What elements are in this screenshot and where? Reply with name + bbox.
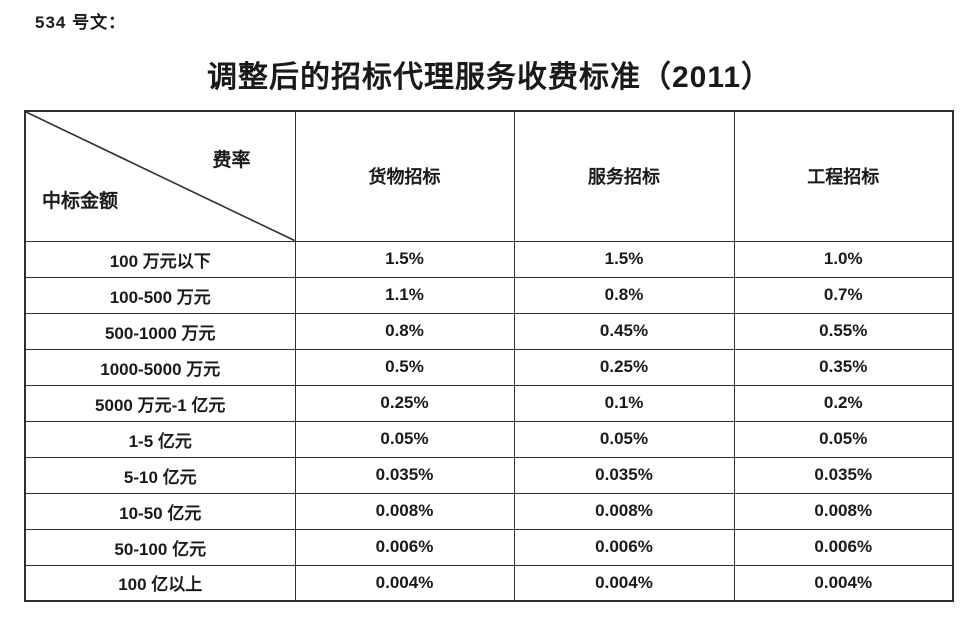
rate-cell: 0.1%: [513, 384, 735, 422]
corner-label-bid-amount: 中标金额: [42, 190, 119, 212]
corner-label-rate: 费率: [212, 150, 251, 171]
table-row: 5000 万元-1 亿元 0.25% 0.1% 0.2%: [24, 384, 954, 422]
rate-cell: 0.035%: [294, 456, 515, 494]
rate-cell: 0.035%: [513, 456, 735, 494]
rate-cell: 0.004%: [513, 564, 735, 602]
rate-cell: 0.004%: [733, 564, 954, 602]
rate-cell: 0.035%: [733, 456, 954, 494]
row-label: 100-500 万元: [24, 276, 296, 314]
row-label: 5000 万元-1 亿元: [24, 384, 296, 422]
row-label: 500-1000 万元: [24, 312, 296, 350]
fee-rate-table: 费率 中标金额 货物招标 服务招标 工程招标 100 万元以下 1.5% 1.5…: [24, 110, 954, 602]
rate-cell: 0.2%: [733, 384, 954, 422]
row-label: 1000-5000 万元: [24, 348, 296, 386]
rate-cell: 0.5%: [294, 348, 515, 386]
rate-cell: 0.25%: [294, 384, 515, 422]
diagonal-corner-cell: 费率 中标金额: [24, 110, 296, 242]
row-label: 100 亿以上: [24, 564, 296, 602]
rate-cell: 1.5%: [294, 240, 515, 278]
table-row: 100 万元以下 1.5% 1.5% 1.0%: [24, 240, 954, 278]
rate-cell: 0.45%: [513, 312, 735, 350]
table-row: 500-1000 万元 0.8% 0.45% 0.55%: [24, 312, 954, 350]
rate-cell: 0.55%: [733, 312, 954, 350]
row-label: 5-10 亿元: [24, 456, 296, 494]
rate-cell: 0.8%: [294, 312, 515, 350]
rate-cell: 0.008%: [733, 492, 954, 530]
rate-cell: 0.8%: [513, 276, 735, 314]
row-label: 1-5 亿元: [24, 420, 296, 458]
column-header-goods: 货物招标: [294, 110, 515, 242]
row-label: 10-50 亿元: [24, 492, 296, 530]
rate-cell: 0.008%: [294, 492, 515, 530]
column-header-services: 服务招标: [513, 110, 735, 242]
table-row: 5-10 亿元 0.035% 0.035% 0.035%: [24, 456, 954, 494]
rate-cell: 0.05%: [513, 420, 735, 458]
rate-cell: 0.004%: [294, 564, 515, 602]
table-row: 50-100 亿元 0.006% 0.006% 0.006%: [24, 528, 954, 566]
rate-cell: 1.1%: [294, 276, 515, 314]
rate-cell: 0.006%: [733, 528, 954, 566]
table-row: 100 亿以上 0.004% 0.004% 0.004%: [24, 564, 954, 602]
rate-cell: 0.7%: [733, 276, 954, 314]
rate-cell: 0.25%: [513, 348, 735, 386]
page-title: 调整后的招标代理服务收费标准（2011）: [206, 61, 773, 94]
table-row: 10-50 亿元 0.008% 0.008% 0.008%: [24, 492, 954, 530]
doc-number-label: 534 号文：: [35, 13, 127, 32]
table-row: 1000-5000 万元 0.5% 0.25% 0.35%: [24, 348, 954, 386]
rate-cell: 0.05%: [294, 420, 515, 458]
rate-cell: 0.05%: [733, 420, 954, 458]
column-header-engineering: 工程招标: [733, 110, 954, 242]
rate-cell: 1.0%: [733, 240, 954, 278]
table-row: 100-500 万元 1.1% 0.8% 0.7%: [24, 276, 954, 314]
rate-cell: 0.006%: [294, 528, 515, 566]
rate-cell: 0.006%: [513, 528, 735, 566]
row-label: 100 万元以下: [24, 240, 296, 278]
rate-cell: 0.008%: [513, 492, 735, 530]
diagonal-divider-line: [26, 112, 295, 241]
rate-cell: 1.5%: [513, 240, 735, 278]
row-label: 50-100 亿元: [24, 528, 296, 566]
rate-cell: 0.35%: [733, 348, 954, 386]
table-row: 1-5 亿元 0.05% 0.05% 0.05%: [24, 420, 954, 458]
table-header-row: 费率 中标金额 货物招标 服务招标 工程招标: [24, 110, 954, 242]
